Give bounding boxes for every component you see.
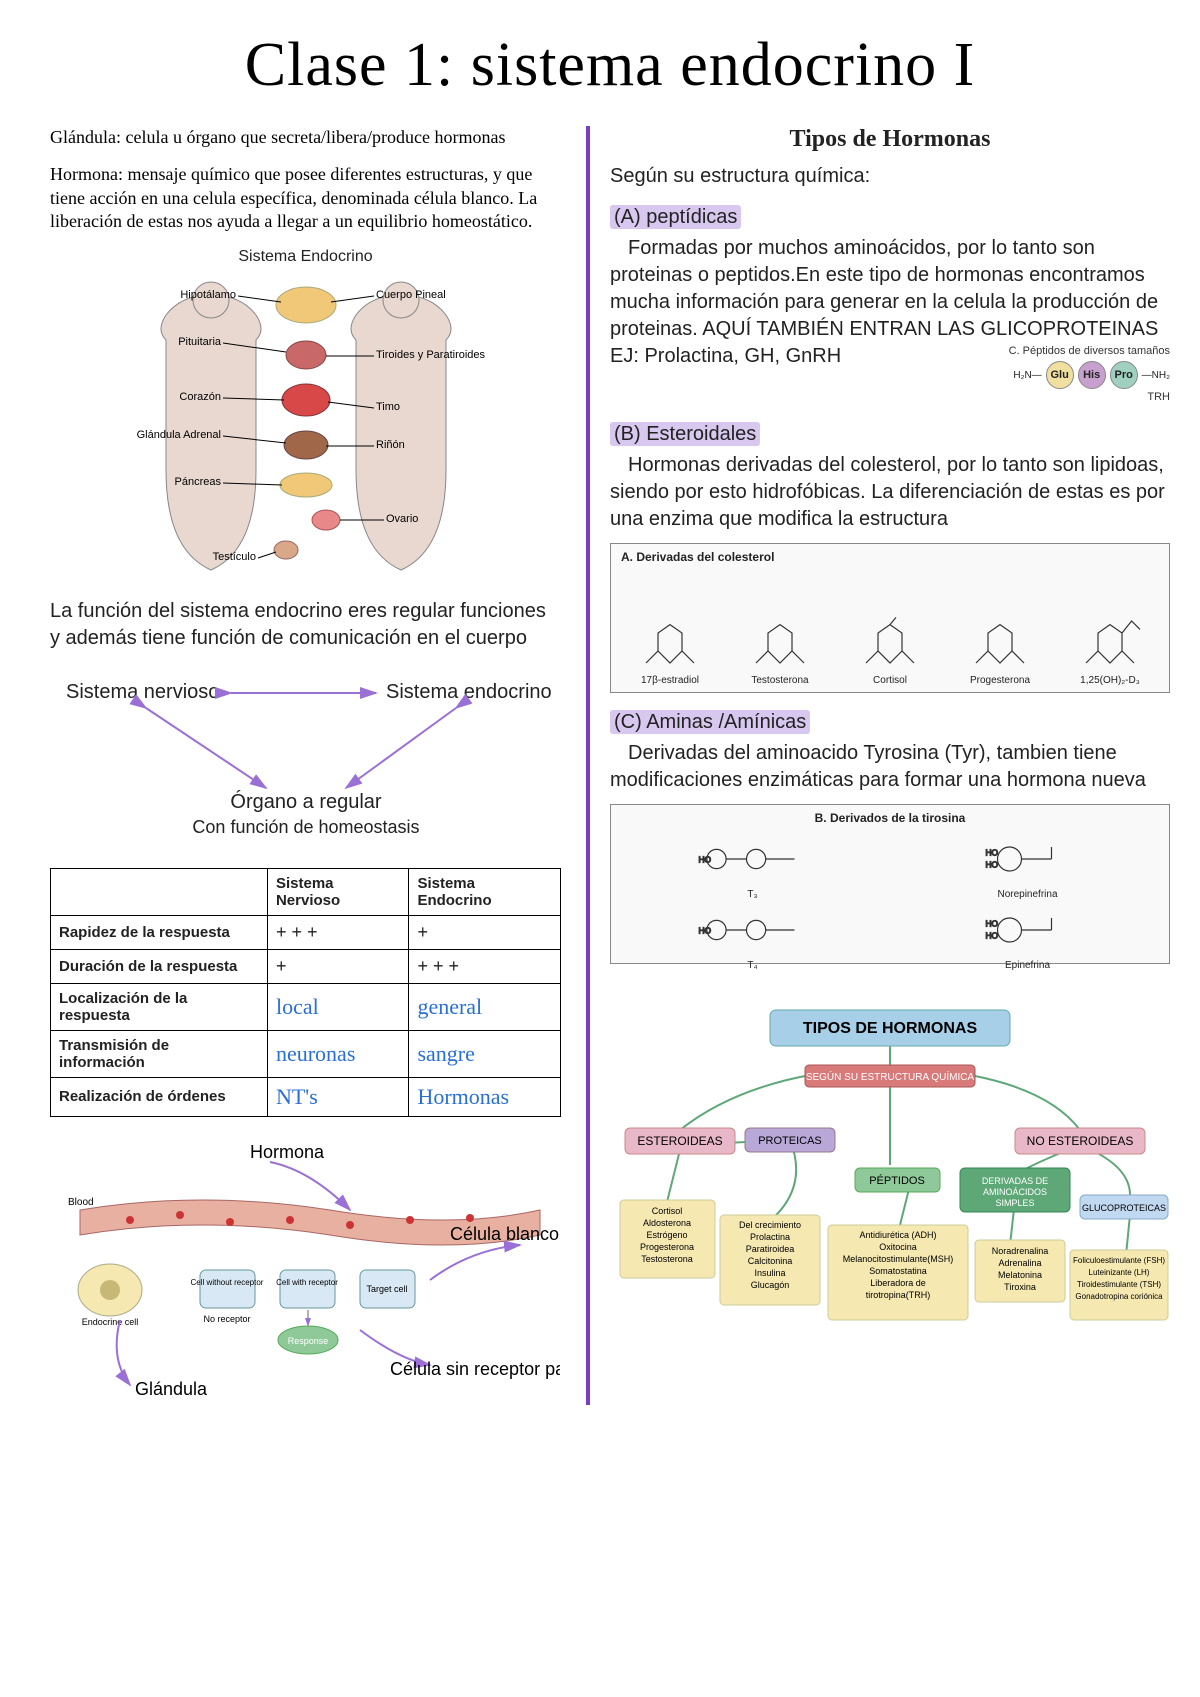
svg-text:Foliculoestimulante (FSH): Foliculoestimulante (FSH) [1073,1256,1165,1265]
comparison-table: Sistema Nervioso Sistema Endocrino Rapid… [50,868,561,1117]
svg-text:Paratiroidea: Paratiroidea [746,1244,795,1254]
svg-text:PROTEICAS: PROTEICAS [758,1135,822,1147]
hormona-def: Hormona: mensaje químico que posee difer… [50,163,561,233]
hormone-diagram: Hormona Blood Endocrine cell Cell withou… [50,1140,560,1400]
svg-text:Antidiurética (ADH): Antidiurética (ADH) [859,1230,936,1240]
svg-text:Testículo: Testículo [212,551,255,563]
svg-text:Luteinizante (LH): Luteinizante (LH) [1089,1268,1150,1277]
svg-text:Sistema endocrino: Sistema endocrino [386,681,552,703]
svg-text:Somatostatina: Somatostatina [869,1266,927,1276]
svg-text:HO: HO [986,847,999,857]
svg-text:Glándula Adrenal: Glándula Adrenal [136,429,220,441]
th-blank [51,868,268,915]
th-endocrino: Sistema Endocrino [409,868,561,915]
svg-text:Testosterona: Testosterona [641,1254,693,1264]
svg-text:Endocrine cell: Endocrine cell [82,1317,139,1327]
section-a: (A) peptídicas [610,204,1170,231]
svg-text:Tiroidestimulante (TSH): Tiroidestimulante (TSH) [1077,1280,1162,1289]
svg-text:Cuerpo Pineal: Cuerpo Pineal [376,289,446,301]
svg-text:DERIVADAS DE: DERIVADAS DE [982,1176,1048,1186]
page-title: Clase 1: sistema endocrino I [50,30,1170,101]
th-nervioso: Sistema Nervioso [267,868,408,915]
svg-text:Timo: Timo [376,401,400,413]
right-column: Tipos de Hormonas Según su estructura qu… [586,126,1170,1405]
svg-text:Sistema nervioso: Sistema nervioso [66,681,219,703]
endocrine-diagram: Sistema Endocrino [50,248,561,590]
systems-triangle: Sistema nervioso Sistema endocrino Órgan… [56,668,556,848]
a-text: Formadas por muchos aminoácidos, por lo … [610,235,1170,343]
svg-text:Melatonina: Melatonina [998,1270,1042,1280]
svg-text:Hipotálamo: Hipotálamo [180,289,236,301]
svg-text:Melanocitostimulante(MSH): Melanocitostimulante(MSH) [843,1254,954,1264]
svg-text:Del crecimiento: Del crecimiento [739,1220,801,1230]
svg-text:Blood: Blood [68,1197,94,1208]
left-column: Glándula: celula u órgano que secreta/li… [50,126,561,1405]
svg-text:Response: Response [288,1336,329,1346]
svg-text:SEGÚN SU ESTRUCTURA QUÍMICA: SEGÚN SU ESTRUCTURA QUÍMICA [806,1070,975,1083]
cholesterol-derivatives: A. Derivadas del colesterol 17β-estradio… [610,543,1170,693]
svg-text:tirotropina(TRH): tirotropina(TRH) [866,1290,931,1300]
svg-text:Glucagón: Glucagón [751,1280,790,1290]
c-text: Derivadas del aminoacido Tyrosina (Tyr),… [610,740,1170,794]
svg-text:No receptor: No receptor [203,1314,250,1324]
svg-text:HO: HO [699,855,712,865]
svg-text:Cortisol: Cortisol [652,1206,683,1216]
svg-text:Célula blanco: Célula blanco [450,1224,559,1244]
svg-text:Cell with receptor: Cell with receptor [276,1278,338,1287]
svg-text:ESTEROIDEAS: ESTEROIDEAS [637,1134,722,1148]
trh-label: TRH [980,391,1170,403]
svg-text:AMINOÁCIDOS: AMINOÁCIDOS [983,1187,1047,1197]
svg-text:Estrógeno: Estrógeno [646,1230,687,1240]
svg-text:HO: HO [986,930,999,940]
svg-text:PÉPTIDOS: PÉPTIDOS [869,1174,925,1187]
svg-text:Tiroides y Paratiroides: Tiroides y Paratiroides [376,349,486,361]
glandula-def: Glándula: celula u órgano que secreta/li… [50,126,561,149]
svg-text:TIPOS DE HORMONAS: TIPOS DE HORMONAS [803,1020,978,1037]
tipos-intro: Según su estructura química: [610,163,1170,190]
svg-text:Progesterona: Progesterona [640,1242,694,1252]
svg-text:Célula sin receptor para la ho: Célula sin receptor para la hormona [390,1359,560,1379]
svg-text:Riñón: Riñón [376,439,405,451]
a-ej: EJ: Prolactina, GH, GnRH [610,343,970,370]
diagram-title: Sistema Endocrino [50,248,561,266]
b-text: Hormonas derivadas del colesterol, por l… [610,452,1170,533]
tyrosine-derivatives: B. Derivados de la tirosina HOT₃ HOHONor… [610,804,1170,964]
tipos-subtitle: Tipos de Hormonas [610,126,1170,153]
svg-text:GLUCOPROTEICAS: GLUCOPROTEICAS [1082,1203,1166,1213]
svg-text:Glándula: Glándula [135,1379,208,1399]
svg-text:Hormona: Hormona [250,1142,325,1162]
svg-text:Ovario: Ovario [386,513,418,525]
svg-text:Oxitocina: Oxitocina [879,1242,917,1252]
svg-text:Insulina: Insulina [754,1268,785,1278]
svg-text:Tiroxina: Tiroxina [1004,1282,1036,1292]
section-b: (B) Esteroidales [610,421,1170,448]
svg-text:Corazón: Corazón [179,391,221,403]
funcion-text: La función del sistema endocrino eres re… [50,598,561,652]
svg-text:Gonadotropina coriónica: Gonadotropina coriónica [1075,1292,1163,1301]
hormone-mindmap: TIPOS DE HORMONAS SEGÚN SU ESTRUCTURA QU… [610,990,1170,1390]
svg-text:Adrenalina: Adrenalina [998,1258,1041,1268]
svg-text:HO: HO [699,926,712,936]
svg-text:Calcitonina: Calcitonina [748,1256,793,1266]
a-note: C. Péptidos de diversos tamaños [980,345,1170,357]
svg-text:HO: HO [986,918,999,928]
svg-text:Aldosterona: Aldosterona [643,1218,691,1228]
svg-text:HO: HO [986,859,999,869]
svg-text:Prolactina: Prolactina [750,1232,790,1242]
svg-text:Órgano a regular: Órgano a regular [230,790,382,813]
svg-text:Con función de homeostasis: Con función de homeostasis [192,817,419,837]
svg-text:Noradrenalina: Noradrenalina [992,1246,1049,1256]
section-c: (C) Aminas /Amínicas [610,709,1170,736]
svg-text:Pituitaria: Pituitaria [178,336,222,348]
svg-text:Páncreas: Páncreas [174,476,221,488]
svg-text:Liberadora de: Liberadora de [870,1278,926,1288]
peptide-beads: H₂N— Glu His Pro —NH₂ [980,361,1170,389]
svg-text:NO ESTEROIDEAS: NO ESTEROIDEAS [1027,1134,1134,1148]
svg-text:Cell without receptor: Cell without receptor [191,1278,264,1287]
svg-text:Target cell: Target cell [366,1284,407,1294]
svg-text:SIMPLES: SIMPLES [995,1198,1034,1208]
